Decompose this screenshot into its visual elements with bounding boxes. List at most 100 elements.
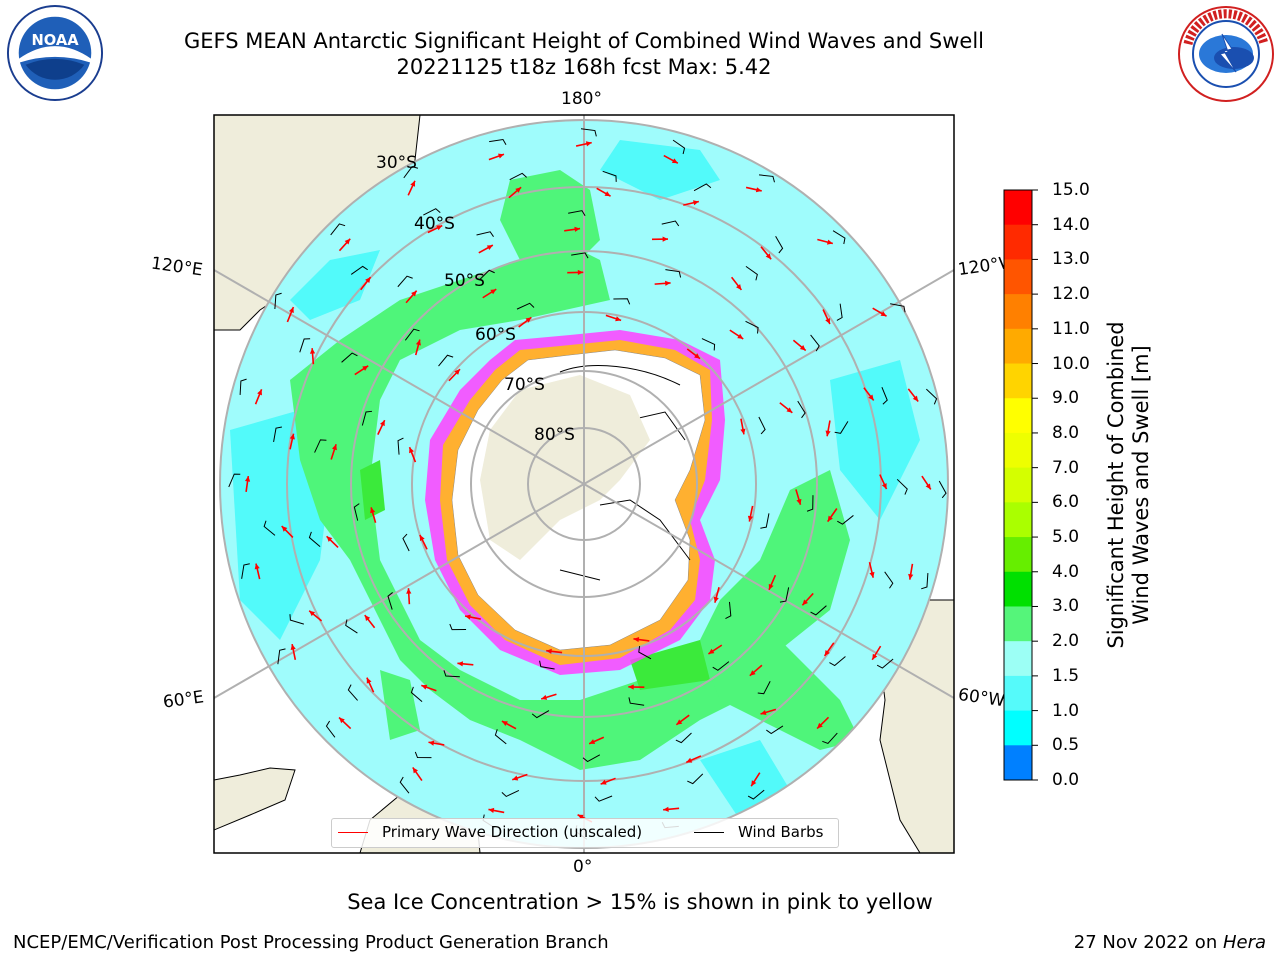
wind-barb bbox=[263, 520, 276, 536]
wind-barb bbox=[582, 754, 601, 763]
wind-barb bbox=[347, 684, 358, 701]
wind-barb bbox=[938, 480, 947, 499]
wave-arrowhead bbox=[419, 535, 425, 542]
wind-barb bbox=[896, 478, 908, 495]
lat-label-40s: 40°S bbox=[414, 214, 455, 234]
noaa-logo-icon: NOAA bbox=[6, 4, 104, 102]
wave-arrowhead bbox=[740, 428, 746, 435]
colorbar-tick-label: 8.0 bbox=[1052, 422, 1080, 443]
colorbar-cell bbox=[1004, 502, 1032, 538]
wave-arrowhead bbox=[288, 307, 294, 314]
colorbar-cell bbox=[1004, 467, 1032, 503]
wave-arrowhead bbox=[925, 483, 931, 490]
colorbar-tick-label: 9.0 bbox=[1052, 388, 1080, 409]
wave-arrowhead bbox=[574, 226, 581, 232]
colorbar-cell bbox=[1004, 710, 1032, 746]
wind-barb bbox=[414, 751, 432, 759]
wind-barb bbox=[476, 231, 494, 238]
wave-arrowhead bbox=[421, 684, 428, 690]
colorbar-cell bbox=[1004, 606, 1032, 642]
wind-barb bbox=[494, 729, 507, 745]
wave-arrowhead bbox=[326, 536, 333, 542]
wave-arrowhead bbox=[339, 717, 345, 724]
wave-arrowhead bbox=[824, 650, 830, 656]
colorbar-label-line2: Wind Waves and Swell [m] bbox=[1129, 345, 1153, 625]
wave-arrowhead bbox=[633, 636, 640, 643]
colorbar-tick-label: 3.0 bbox=[1052, 596, 1080, 617]
colorbar-tick-label: 12.0 bbox=[1052, 284, 1090, 305]
wind-barb bbox=[760, 513, 770, 529]
africa-land bbox=[214, 767, 296, 831]
colorbar-tick-label: 2.0 bbox=[1052, 631, 1080, 652]
wave-arrowhead bbox=[490, 289, 497, 295]
wind-barb bbox=[675, 732, 692, 744]
black-line-icon bbox=[694, 831, 724, 833]
chart-subtitle: 20221125 t18z 168h fcst Max: 5.42 bbox=[396, 55, 772, 79]
map-legend: Primary Wave Direction (unscaled) Wind B… bbox=[331, 818, 839, 848]
wind-barb bbox=[531, 710, 550, 719]
wave-arrowhead bbox=[498, 153, 504, 159]
colorbar-cell bbox=[1004, 745, 1032, 781]
wind-barb bbox=[387, 592, 393, 610]
wind-barb bbox=[438, 354, 454, 367]
wind-barb bbox=[890, 303, 906, 313]
wind-barb bbox=[712, 661, 730, 671]
wind-barb bbox=[594, 795, 613, 802]
wind-barb bbox=[341, 352, 358, 363]
wind-barb bbox=[602, 170, 617, 182]
wind-barb bbox=[613, 298, 631, 305]
colorbar-tick-label: 6.0 bbox=[1052, 492, 1080, 513]
wave-arrowhead bbox=[881, 483, 887, 490]
wind-barb bbox=[758, 416, 766, 435]
wave-arrowhead bbox=[436, 225, 443, 231]
colorbar-frame bbox=[1003, 189, 1033, 781]
wave-arrowhead bbox=[546, 648, 552, 654]
wave-arrowhead bbox=[755, 187, 762, 193]
lat-label-60s: 60°S bbox=[475, 325, 516, 345]
wind-barb bbox=[837, 515, 854, 525]
wave-arrowhead bbox=[406, 588, 412, 594]
wave-arrowhead bbox=[412, 767, 418, 774]
colorbar-cell bbox=[1004, 190, 1032, 226]
colorbar-tick-label: 10.0 bbox=[1052, 353, 1090, 374]
wind-barb bbox=[701, 338, 716, 351]
wind-barb bbox=[404, 328, 420, 341]
wave-arrowhead bbox=[409, 447, 414, 454]
wind-barb bbox=[628, 697, 645, 706]
wave-arrowhead bbox=[825, 430, 831, 437]
red-line-icon bbox=[338, 831, 368, 833]
wave-arrowhead bbox=[751, 780, 757, 787]
wave-arrowhead bbox=[331, 444, 337, 451]
legend-wind-label: Wind Barbs bbox=[738, 823, 824, 841]
wave-arrowhead bbox=[628, 684, 634, 690]
colorbar-tick-label: 13.0 bbox=[1052, 249, 1090, 270]
wind-barb bbox=[397, 437, 404, 455]
wind-barb bbox=[361, 410, 373, 426]
wave-arrowhead bbox=[512, 775, 519, 781]
wind-barb bbox=[239, 378, 247, 395]
wind-barb bbox=[402, 533, 410, 552]
wave-arrowhead bbox=[825, 318, 830, 325]
footer-date: 27 Nov 2022 on Hera bbox=[1074, 932, 1266, 953]
wind-barb bbox=[308, 531, 321, 547]
colorbar bbox=[1003, 189, 1038, 781]
wind-barb bbox=[834, 421, 849, 434]
wind-barb bbox=[926, 388, 938, 405]
wave-arrowhead bbox=[365, 277, 371, 283]
sea-ice-note: Sea Ice Concentration > 15% is shown in … bbox=[347, 890, 933, 914]
colorbar-label-line1: Significant Height of Combined bbox=[1104, 321, 1128, 649]
colorbar-tick-label: 14.0 bbox=[1052, 214, 1090, 235]
wind-barb bbox=[797, 400, 806, 419]
wave-arrowhead bbox=[765, 253, 772, 260]
wind-barb bbox=[672, 139, 686, 155]
wind-barb bbox=[884, 571, 894, 589]
wave-arrowhead bbox=[694, 353, 700, 359]
legend-item-wave: Primary Wave Direction (unscaled) bbox=[338, 823, 642, 841]
wave-arrowhead bbox=[309, 348, 316, 354]
colorbar-tick-label: 1.5 bbox=[1052, 665, 1080, 686]
colorbar-cell bbox=[1004, 675, 1032, 712]
wind-barb bbox=[330, 223, 346, 236]
legend-wave-label: Primary Wave Direction (unscaled) bbox=[382, 823, 643, 841]
wind-barb bbox=[806, 495, 814, 512]
wind-barb bbox=[747, 789, 765, 800]
